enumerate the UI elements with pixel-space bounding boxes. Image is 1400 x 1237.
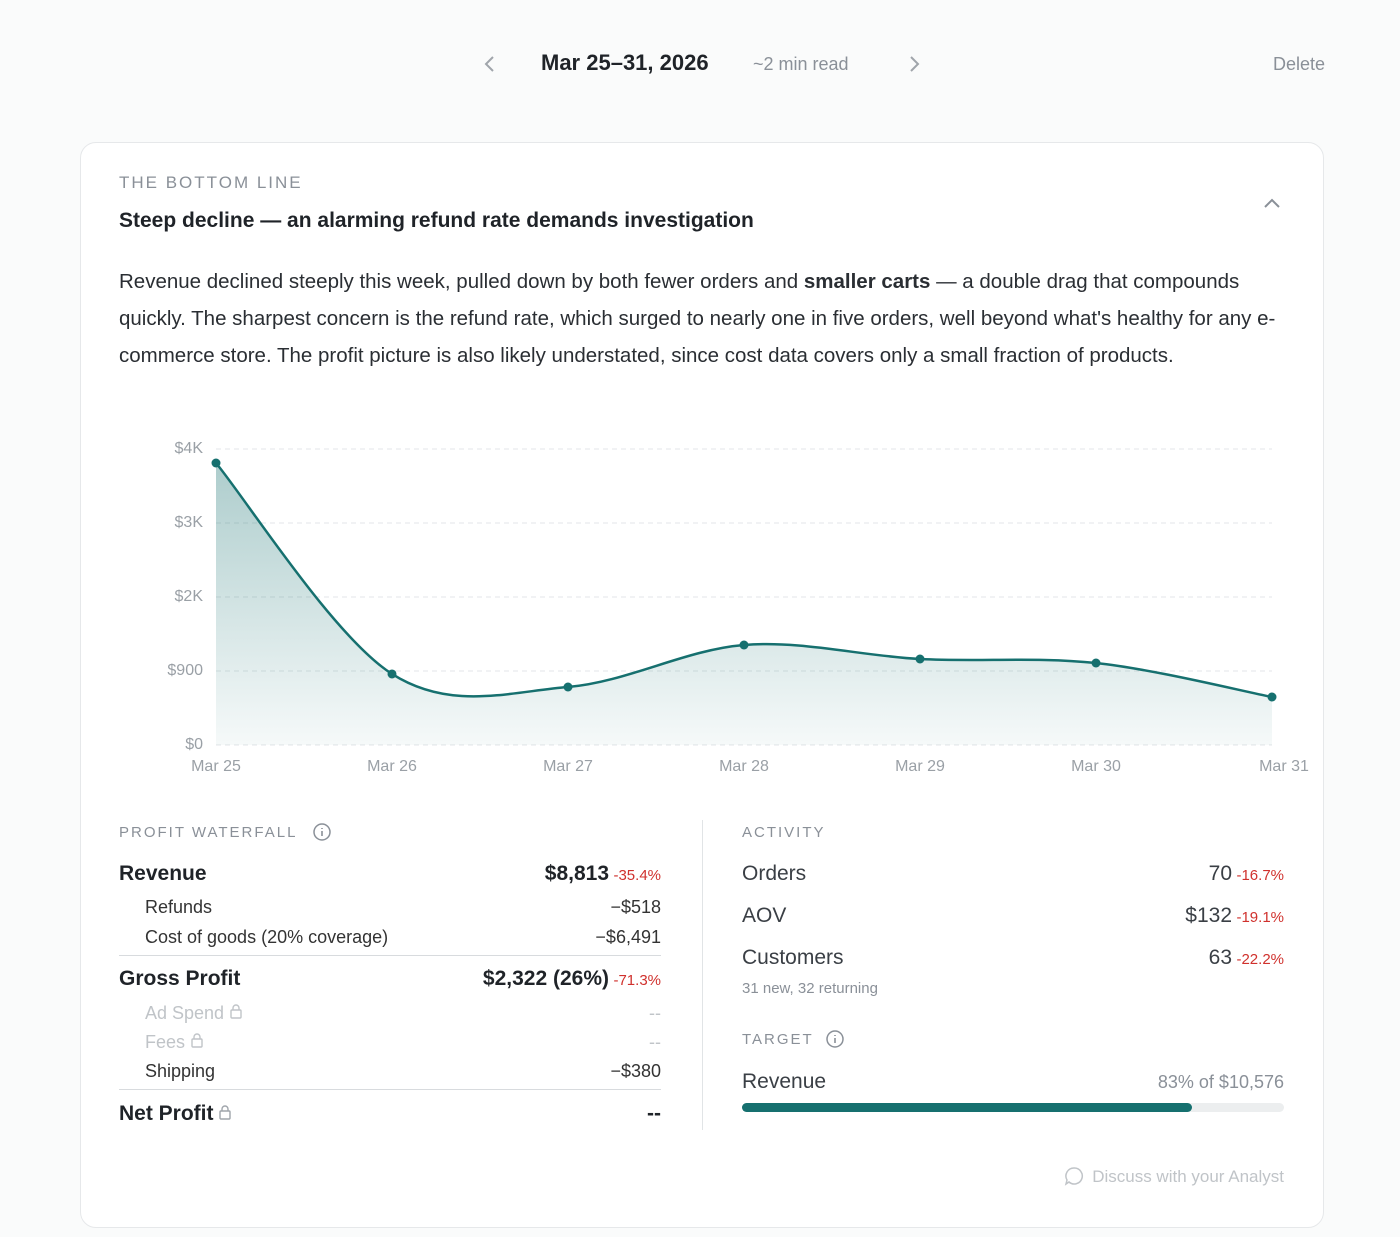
point: [1091, 658, 1101, 668]
row-change: -35.4%: [613, 867, 661, 884]
row-change: -22.2%: [1236, 951, 1284, 968]
target-label: Revenue: [742, 1070, 827, 1093]
row-change: -71.3%: [613, 972, 661, 989]
chat-icon: [1065, 1167, 1084, 1186]
row-value: $2,322 (26%): [482, 967, 610, 990]
y-tick-label: $4K: [175, 440, 204, 457]
row-label: Ad Spend: [145, 1003, 243, 1024]
row-value: −$380: [610, 1061, 661, 1081]
row-value: −$6,491: [595, 927, 661, 947]
discuss-text: Discuss with your Analyst: [1092, 1166, 1284, 1186]
lock-icon: [230, 1004, 242, 1019]
row-label: Fees: [145, 1032, 204, 1053]
waterfall-row: Fees --: [145, 1032, 661, 1053]
y-tick-label: $900: [167, 662, 203, 679]
row-change: -16.7%: [1236, 867, 1284, 884]
point: [739, 640, 749, 650]
waterfall-row: Gross Profit $2,322 (26%) -71.3%: [119, 967, 661, 991]
body-text: Revenue declined steeply this week, pull…: [119, 270, 804, 293]
x-tick-label: Mar 31: [1259, 758, 1309, 775]
date-range: Mar 25–31, 2026: [541, 50, 709, 75]
row-label: Cost of goods (20% coverage): [145, 927, 389, 947]
collapse-toggle[interactable]: [1262, 195, 1282, 211]
info-icon[interactable]: [313, 823, 331, 841]
row-label: AOV: [742, 904, 787, 927]
row-label: Refunds: [145, 897, 213, 917]
waterfall-row: Revenue $8,813 -35.4%: [119, 862, 661, 886]
point: [211, 458, 221, 468]
progress-track: [742, 1103, 1284, 1112]
column-divider: [702, 820, 703, 1130]
row-label: Shipping: [145, 1061, 216, 1081]
x-tick-label: Mar 29: [895, 758, 945, 775]
row-value: --: [649, 1032, 661, 1052]
body-bold: smaller carts: [803, 270, 931, 293]
x-tick-label: Mar 27: [543, 758, 593, 775]
next-week[interactable]: [905, 53, 925, 75]
row-value: --: [649, 1003, 661, 1023]
activity-row: AOV $132 -19.1%: [742, 904, 1284, 928]
label-text: Ad Spend: [145, 1003, 225, 1023]
target-row: Revenue 83% of $10,576: [742, 1070, 1284, 1094]
waterfall-row: Shipping −$380: [145, 1061, 661, 1082]
row-value: $8,813: [544, 862, 610, 885]
row-label: Revenue: [119, 862, 207, 885]
divider: [119, 1089, 661, 1090]
row-value: $132: [1185, 904, 1233, 927]
activity-title: ACTIVITY: [742, 824, 826, 841]
y-tick-label: $0: [185, 736, 203, 753]
revenue-chart: $0 $900 $2K $3K $4K Mar 25 Mar 26 Mar 27 Mar 28 M…: [167, 440, 1309, 775]
summary-body: Revenue declined steeply this week, pull…: [119, 263, 1289, 374]
waterfall-row: Ad Spend --: [145, 1003, 661, 1024]
waterfall-row: Net Profit --: [119, 1102, 661, 1126]
row-label: Orders: [742, 862, 807, 885]
point: [387, 669, 397, 679]
body-text: — a double drag that compounds quickly. …: [119, 270, 1276, 367]
target-title: TARGET: [742, 1031, 814, 1048]
lock-icon: [219, 1105, 231, 1120]
headline: Steep decline — an alarming refund rate …: [119, 209, 754, 232]
x-tick-label: Mar 25: [191, 758, 241, 775]
row-label: Gross Profit: [119, 967, 241, 990]
activity-row: Orders 70 -16.7%: [742, 862, 1284, 886]
row-label: Net Profit: [119, 1102, 214, 1125]
y-tick-label: $3K: [175, 514, 204, 531]
point: [1267, 692, 1277, 702]
waterfall-row: Refunds −$518: [145, 897, 661, 918]
target-progress-label: 83% of $10,576: [1157, 1072, 1284, 1092]
point: [915, 654, 925, 664]
row-value: 63: [1208, 946, 1233, 969]
area: [216, 463, 1272, 745]
progress-bar: [742, 1103, 1192, 1112]
x-tick-label: Mar 28: [719, 758, 769, 775]
info-icon[interactable]: [826, 1030, 844, 1048]
section-label: THE BOTTOM LINE: [119, 173, 303, 192]
y-tick-label: $2K: [175, 588, 204, 605]
row-value: 70: [1208, 862, 1233, 885]
x-tick-label: Mar 30: [1071, 758, 1121, 775]
prev-week[interactable]: [480, 53, 500, 75]
row-value: --: [647, 1102, 661, 1125]
delete-button[interactable]: Delete: [1272, 54, 1325, 74]
row-label: Customers: [742, 946, 844, 969]
discuss-link[interactable]: Discuss with your Analyst: [1064, 1166, 1284, 1186]
divider: [119, 955, 661, 956]
label-text: Fees: [145, 1032, 186, 1052]
row-change: -19.1%: [1236, 909, 1284, 926]
x-tick-label: Mar 26: [367, 758, 417, 775]
waterfall-title: PROFIT WATERFALL: [119, 824, 298, 841]
customers-note: 31 new, 32 returning: [742, 980, 878, 997]
waterfall-row: Cost of goods (20% coverage) −$6,491: [145, 927, 661, 948]
activity-row: Customers 63 -22.2%: [742, 946, 1284, 970]
read-time: ~2 min read: [753, 54, 849, 74]
lock-icon: [191, 1033, 203, 1048]
row-value: −$518: [610, 897, 661, 917]
point: [563, 682, 573, 692]
